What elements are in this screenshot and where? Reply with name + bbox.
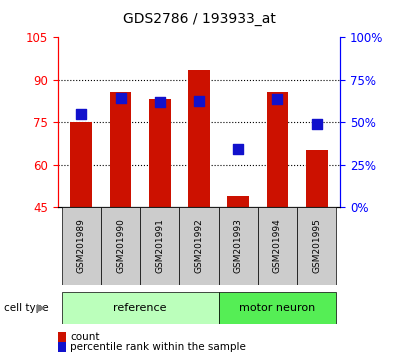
Text: GSM201991: GSM201991	[155, 218, 164, 274]
Bar	[62, 292, 219, 324]
Point	[196, 98, 202, 104]
Bar	[62, 207, 101, 285]
Text: GSM201995: GSM201995	[312, 218, 321, 274]
Text: ▶: ▶	[37, 303, 45, 313]
Bar	[219, 207, 258, 285]
Bar	[297, 207, 336, 285]
Text: percentile rank within the sample: percentile rank within the sample	[70, 342, 246, 352]
Text: GSM201992: GSM201992	[195, 219, 203, 273]
Bar	[267, 92, 288, 207]
Bar	[149, 99, 171, 207]
Bar	[101, 207, 140, 285]
Bar	[70, 122, 92, 207]
Bar	[258, 207, 297, 285]
Point	[274, 97, 281, 102]
Text: GSM201993: GSM201993	[234, 218, 243, 274]
Bar	[110, 92, 131, 207]
Bar	[227, 196, 249, 207]
Point	[235, 146, 242, 152]
Point	[78, 111, 84, 116]
Bar	[219, 292, 336, 324]
Text: GDS2786 / 193933_at: GDS2786 / 193933_at	[123, 12, 275, 27]
Text: cell type: cell type	[4, 303, 49, 313]
Text: GSM201989: GSM201989	[77, 218, 86, 274]
Text: motor neuron: motor neuron	[239, 303, 316, 313]
Bar	[188, 70, 210, 207]
Point	[156, 99, 163, 105]
Point	[117, 95, 124, 101]
Text: count: count	[70, 332, 100, 342]
Bar	[179, 207, 219, 285]
Text: GSM201990: GSM201990	[116, 218, 125, 274]
Bar	[140, 207, 179, 285]
Bar	[306, 150, 328, 207]
Point	[314, 121, 320, 126]
Text: reference: reference	[113, 303, 167, 313]
Text: GSM201994: GSM201994	[273, 219, 282, 273]
